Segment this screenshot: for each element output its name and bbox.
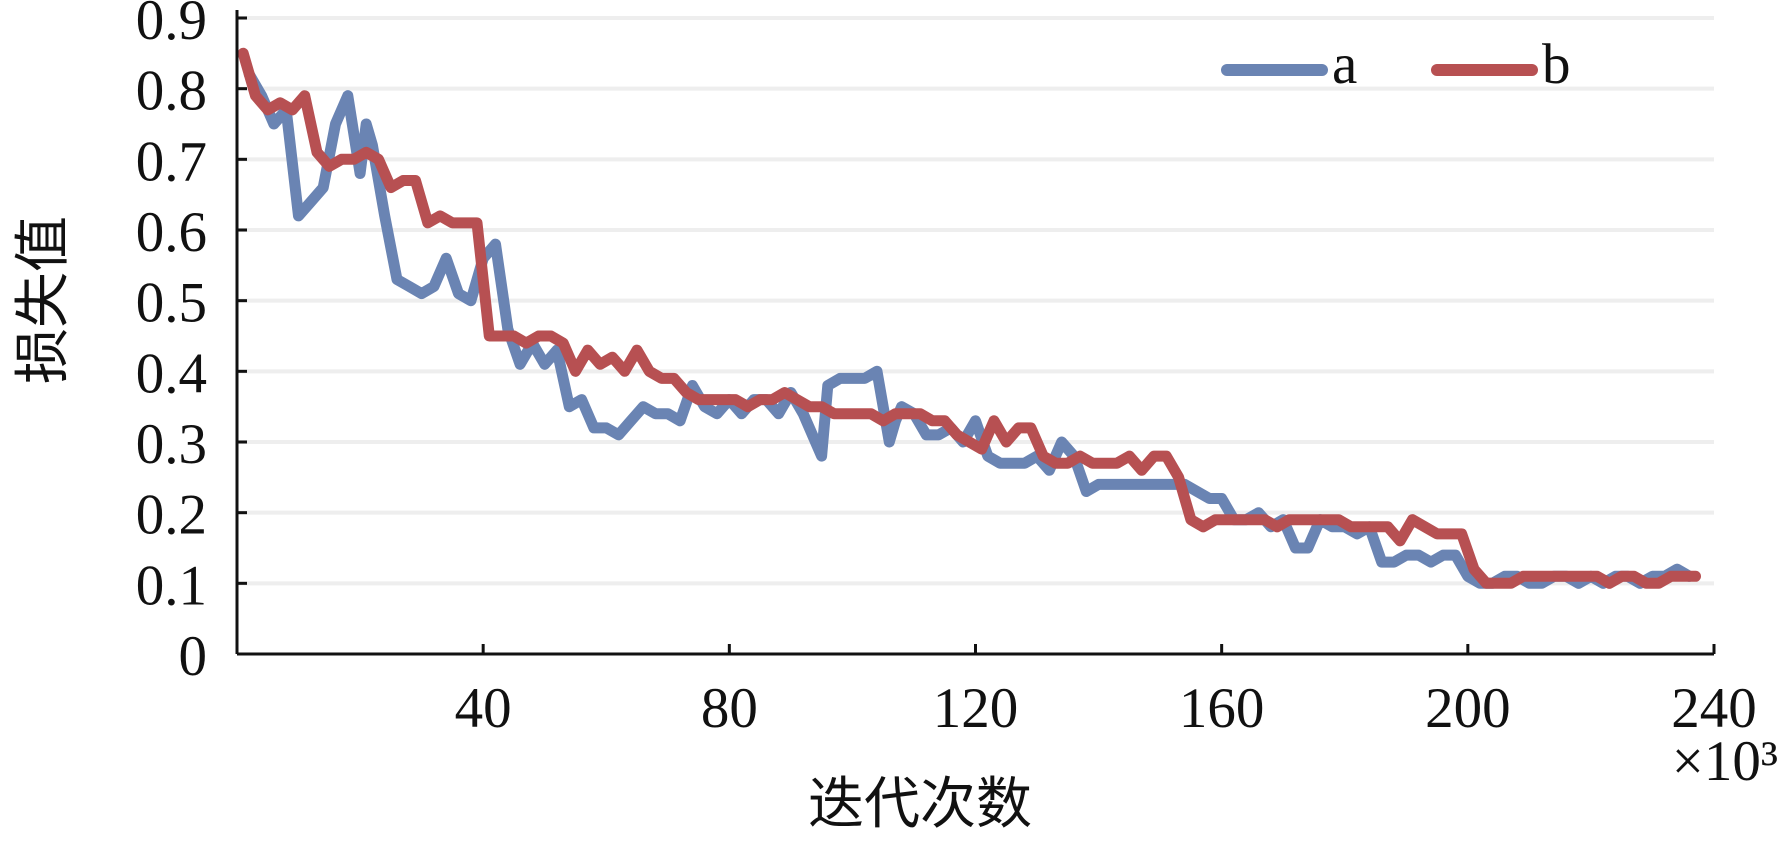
- y-tick-label-5: 0.5: [136, 272, 207, 335]
- y-tick-label-4: 0.4: [136, 342, 207, 405]
- x-tick-label-1: 80: [701, 677, 758, 740]
- series-line-a: [243, 69, 1695, 589]
- y-tick-label-1: 0.1: [136, 554, 207, 617]
- y-tick-label-0: 0: [179, 625, 208, 688]
- legend-label-a: a: [1332, 33, 1357, 96]
- y-tick-label-9: 0.9: [136, 0, 207, 52]
- gridlines: [237, 16, 1714, 586]
- x-tick-label-5: 240: [1671, 677, 1757, 740]
- x-tick-label-0: 40: [455, 677, 512, 740]
- legend-label-b: b: [1542, 33, 1571, 96]
- x-axis-unit: ×10³: [1672, 730, 1778, 793]
- x-tick-label-4: 200: [1425, 677, 1511, 740]
- y-tick-label-7: 0.7: [136, 130, 207, 193]
- y-axis-title: 损失值: [11, 216, 76, 384]
- x-tick-label-2: 120: [933, 677, 1019, 740]
- axes: [235, 10, 1714, 656]
- x-axis-title: 迭代次数: [808, 772, 1032, 837]
- x-axis-ticks: 40 80 120 160 200 240: [455, 644, 1757, 740]
- y-axis-ticks: 0 0.1 0.2 0.3 0.4 0.5 0.6 0.7 0.8 0.9: [136, 0, 247, 688]
- y-tick-label-2: 0.2: [136, 484, 207, 547]
- y-tick-label-8: 0.8: [136, 60, 207, 123]
- y-tick-label-6: 0.6: [136, 201, 207, 264]
- y-tick-label-3: 0.3: [136, 413, 207, 476]
- series-group: [237, 47, 1701, 589]
- series-line-b: [237, 47, 1701, 589]
- x-tick-label-3: 160: [1179, 677, 1265, 740]
